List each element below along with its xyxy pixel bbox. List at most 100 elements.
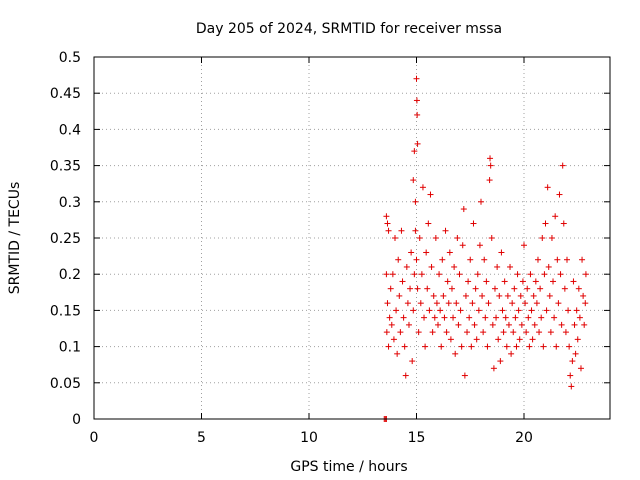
data-point [474, 271, 481, 278]
plot-frame [93, 56, 611, 420]
data-point [499, 307, 506, 314]
y-tick-label: 0 [72, 412, 81, 428]
data-point [571, 321, 578, 328]
data-point [534, 256, 541, 263]
data-point [414, 285, 421, 292]
data-point [397, 329, 404, 336]
data-point [385, 343, 392, 350]
data-point [529, 336, 536, 343]
data-point [413, 256, 420, 263]
data-point [496, 292, 503, 299]
data-point [581, 321, 588, 328]
data-point [582, 300, 589, 307]
data-point [470, 220, 477, 227]
y-tick-label: 0.35 [50, 159, 81, 175]
data-point [385, 227, 392, 234]
data-point [437, 307, 444, 314]
data-point [468, 343, 475, 350]
data-point [450, 314, 457, 321]
data-point [528, 307, 535, 314]
data-point [524, 285, 531, 292]
data-point [417, 300, 424, 307]
data-point [547, 329, 554, 336]
data-point [539, 235, 546, 241]
data-point [441, 314, 448, 321]
data-point [509, 300, 516, 307]
data-point [411, 148, 418, 155]
data-point [486, 177, 493, 184]
data-point [577, 365, 584, 372]
data-point [469, 300, 476, 307]
data-point [431, 314, 438, 321]
data-point [519, 278, 526, 285]
x-tick-label: 5 [197, 430, 206, 446]
data-point [494, 263, 501, 270]
y-tick-label: 0.2 [59, 267, 81, 283]
data-point [423, 249, 430, 256]
data-point [517, 292, 524, 299]
data-point [410, 307, 417, 314]
data-point [580, 292, 587, 299]
data-point [543, 307, 550, 314]
data-point [409, 358, 416, 365]
data-point [383, 271, 390, 278]
data-point [508, 350, 515, 357]
y-tick-label: 0.25 [50, 231, 81, 247]
data-point [575, 285, 582, 292]
data-point [408, 249, 415, 256]
data-point [387, 285, 394, 292]
data-point [405, 321, 412, 328]
data-point [560, 220, 567, 227]
data-point [505, 321, 512, 328]
data-point [488, 235, 495, 241]
data-point [465, 278, 472, 285]
data-point [500, 329, 507, 336]
data-point [501, 278, 508, 285]
data-point [427, 191, 434, 198]
data-point [516, 336, 523, 343]
data-point [523, 329, 530, 336]
data-point [390, 336, 397, 343]
data-point [538, 314, 545, 321]
data-point [532, 278, 539, 285]
data-point [485, 300, 492, 307]
y-tick-label: 0.3 [59, 195, 81, 211]
data-point [512, 314, 519, 321]
data-point [455, 321, 462, 328]
data-point [479, 292, 486, 299]
data-point [481, 256, 488, 263]
data-point [414, 111, 421, 118]
data-point [483, 278, 490, 285]
data-point [550, 278, 557, 285]
data-point [504, 292, 511, 299]
data-point [544, 184, 551, 191]
data-point [565, 307, 572, 314]
data-point [413, 75, 420, 82]
data-point [410, 177, 417, 184]
data-point [495, 336, 502, 343]
data-point [464, 329, 471, 336]
data-point [457, 307, 464, 314]
data-point [553, 343, 560, 350]
x-tick-label: 20 [515, 430, 533, 446]
data-point [526, 343, 533, 350]
data-point [422, 343, 429, 350]
data-point [540, 343, 547, 350]
data-point [402, 372, 409, 379]
data-point [536, 329, 543, 336]
data-point [490, 365, 497, 372]
data-point [518, 321, 525, 328]
data-point [566, 343, 573, 350]
data-point [459, 242, 466, 249]
data-point [395, 256, 402, 263]
data-point [415, 329, 422, 336]
data-point [541, 271, 548, 278]
data-point [521, 242, 527, 249]
data-point [446, 249, 453, 256]
data-point [503, 343, 510, 350]
data-point [561, 285, 568, 292]
y-tick-label: 0.05 [50, 376, 81, 392]
data-point [392, 235, 398, 241]
data-point [579, 256, 586, 263]
